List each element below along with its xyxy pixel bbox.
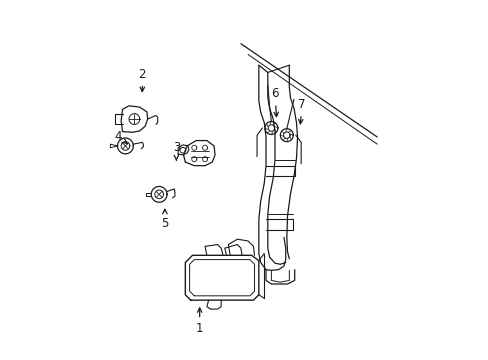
Text: 7: 7 xyxy=(298,98,305,124)
Text: 5: 5 xyxy=(161,209,168,230)
Text: 6: 6 xyxy=(271,87,278,117)
Text: 2: 2 xyxy=(138,68,146,91)
Text: 1: 1 xyxy=(196,308,203,335)
Text: 3: 3 xyxy=(172,141,180,160)
Text: 4: 4 xyxy=(114,130,127,144)
